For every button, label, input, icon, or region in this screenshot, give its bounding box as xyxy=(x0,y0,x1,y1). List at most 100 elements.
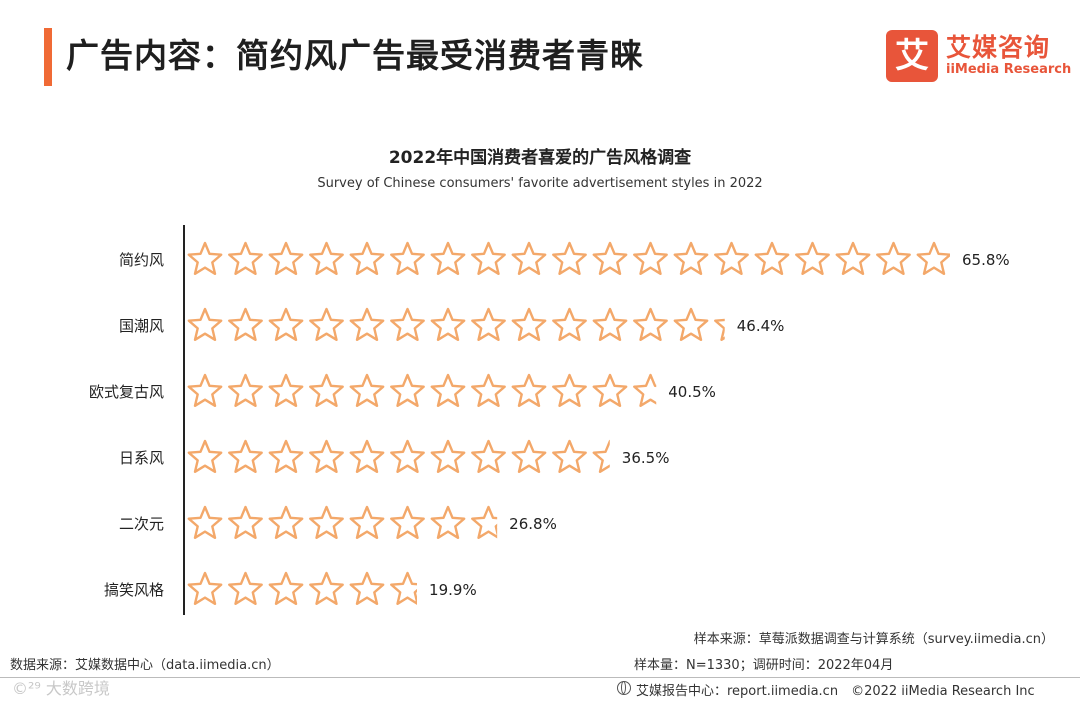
star-icon xyxy=(390,571,418,605)
star-icon xyxy=(309,439,344,473)
star-icon xyxy=(633,307,668,341)
data-source-note: 数据来源：艾媒数据中心（data.iimedia.cn） xyxy=(10,658,280,673)
star-icon xyxy=(471,241,506,275)
category-label: 简约风 xyxy=(119,251,164,269)
star-icon xyxy=(673,307,709,341)
star-icon xyxy=(511,373,547,407)
star-icon xyxy=(228,439,263,473)
star-bar-chart: 简约风 65.8% 国潮风 46.4% 欧式复古风 40.5% 日系风 36.5% 二次元 26.… xyxy=(89,225,1010,615)
star-icon xyxy=(511,439,547,473)
star-icon xyxy=(471,307,506,341)
star-icon xyxy=(592,241,628,275)
star-icon xyxy=(187,373,223,407)
logo-mark: 艾 xyxy=(886,30,938,82)
bar xyxy=(187,571,418,605)
star-icon xyxy=(552,439,587,473)
star-icon xyxy=(552,373,587,407)
chart-title: 2022年中国消费者喜爱的广告风格调查 xyxy=(388,148,692,168)
star-icon xyxy=(390,505,425,539)
watermark: ©²⁹ 大数跨境 xyxy=(12,679,110,698)
sample-size-note: 样本量：N=1330；调研时间：2022年04月 xyxy=(634,658,894,673)
star-icon xyxy=(552,307,587,341)
star-icon xyxy=(592,307,628,341)
footer-divider xyxy=(0,677,1080,678)
logo-chinese-name: 艾媒咨询 xyxy=(946,33,1051,62)
chart-subtitle: Survey of Chinese consumers' favorite ad… xyxy=(317,176,763,191)
star-icon xyxy=(430,439,466,473)
logo-english-name: iiMedia Research xyxy=(946,62,1072,77)
star-icon xyxy=(268,373,304,407)
star-icon xyxy=(187,439,223,473)
star-icon xyxy=(228,571,263,605)
star-icon xyxy=(511,307,547,341)
star-icon xyxy=(795,241,830,275)
star-icon xyxy=(349,505,385,539)
star-icon xyxy=(228,505,263,539)
star-icon xyxy=(309,571,344,605)
star-icon xyxy=(187,307,223,341)
star-icon xyxy=(592,373,628,407)
star-icon xyxy=(349,241,385,275)
star-icon xyxy=(430,307,466,341)
star-icon xyxy=(430,373,466,407)
star-icon xyxy=(309,307,344,341)
bar xyxy=(187,307,725,341)
page-title: 广告内容：简约风广告最受消费者青睐 xyxy=(66,36,644,75)
bar xyxy=(187,373,657,407)
star-icon xyxy=(390,307,425,341)
star-icon xyxy=(187,505,223,539)
star-icon xyxy=(633,373,657,407)
star-icon xyxy=(714,318,725,341)
data-label: 65.8% xyxy=(962,251,1010,269)
star-icon xyxy=(430,505,466,539)
iimedia-logo: 艾 艾媒咨询 iiMedia Research xyxy=(886,30,1071,82)
sample-source-note: 样本来源：草莓派数据调查与计算系统（survey.iimedia.cn） xyxy=(693,632,1054,647)
star-icon xyxy=(390,241,425,275)
globe-icon xyxy=(617,681,631,695)
star-icon xyxy=(471,505,498,539)
category-label: 搞笑风格 xyxy=(104,581,164,599)
data-label: 36.5% xyxy=(622,449,670,467)
bar xyxy=(187,505,498,539)
star-icon xyxy=(309,373,344,407)
star-icon xyxy=(390,373,425,407)
star-icon xyxy=(673,241,709,275)
star-icon xyxy=(916,241,950,275)
star-icon xyxy=(309,241,344,275)
star-icon xyxy=(268,505,304,539)
star-icon xyxy=(471,439,506,473)
star-icon xyxy=(228,307,263,341)
star-icon xyxy=(592,439,610,473)
star-icon xyxy=(187,571,223,605)
star-icon xyxy=(187,241,223,275)
bar xyxy=(187,439,610,473)
data-label: 40.5% xyxy=(668,383,716,401)
star-icon xyxy=(430,241,466,275)
star-icon xyxy=(309,505,344,539)
category-label: 二次元 xyxy=(119,515,164,533)
star-icon xyxy=(633,241,668,275)
star-icon xyxy=(349,571,385,605)
category-label: 日系风 xyxy=(119,449,164,467)
star-icon xyxy=(268,439,304,473)
star-icon xyxy=(552,241,587,275)
data-label: 19.9% xyxy=(429,581,477,599)
star-icon xyxy=(876,241,911,275)
star-icon xyxy=(349,439,385,473)
star-icon xyxy=(228,241,263,275)
star-icon xyxy=(268,571,304,605)
data-label: 46.4% xyxy=(737,317,785,335)
star-icon xyxy=(390,439,425,473)
star-icon xyxy=(228,373,263,407)
footer-report-center: 艾媒报告中心：report.iimedia.cn ©2022 iiMedia R… xyxy=(636,684,1035,699)
bar xyxy=(187,241,950,275)
star-icon xyxy=(268,307,304,341)
category-label: 国潮风 xyxy=(119,317,164,335)
star-icon xyxy=(349,373,385,407)
title-accent-bar xyxy=(44,28,52,86)
star-icon xyxy=(714,241,749,275)
star-icon xyxy=(471,373,506,407)
star-icon xyxy=(511,241,547,275)
data-label: 26.8% xyxy=(509,515,557,533)
star-icon xyxy=(754,241,790,275)
